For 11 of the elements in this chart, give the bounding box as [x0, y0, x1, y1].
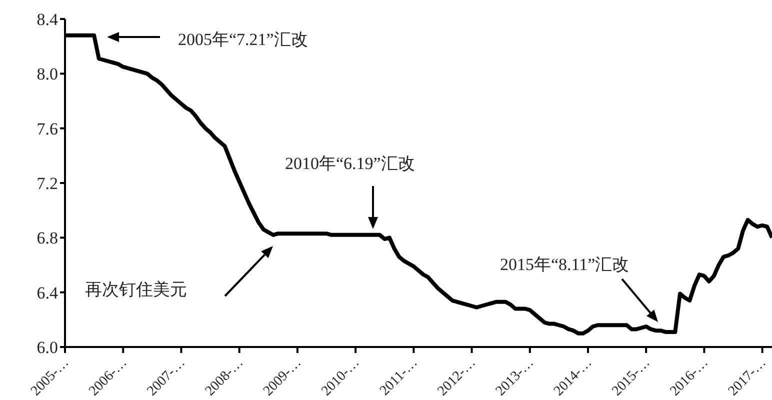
y-tick-label: 6.8 [36, 228, 58, 248]
y-tick-label: 7.2 [36, 174, 58, 194]
y-tick-label: 8.4 [36, 10, 58, 30]
annotation: 2005年“7.21”汇改 [178, 30, 308, 49]
annotation: 2010年“6.19”汇改 [285, 154, 415, 173]
y-tick-label: 6.0 [36, 338, 58, 358]
annotation: 再次钉住美元 [85, 280, 187, 299]
annotation: 2015年“8.11”汇改 [500, 254, 630, 274]
y-tick-label: 7.6 [36, 119, 58, 138]
y-tick-label: 8.0 [36, 64, 58, 84]
y-tick-label: 6.4 [36, 283, 58, 302]
